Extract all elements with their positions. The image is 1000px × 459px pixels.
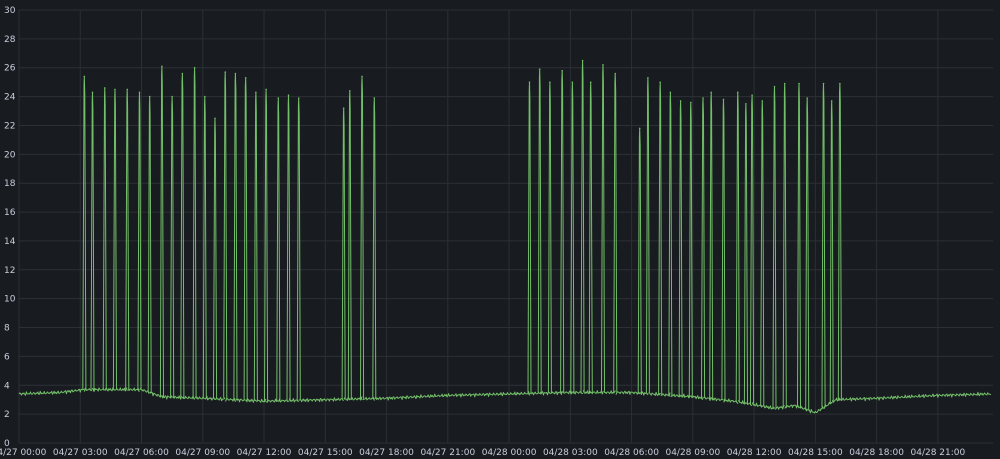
x-tick-label: 04/28 00:00 <box>482 448 537 458</box>
spike-peak-point <box>171 95 173 98</box>
y-tick-label: 6 <box>4 352 10 362</box>
spike-peak-point <box>193 66 196 69</box>
spike-peak-point <box>702 97 704 99</box>
x-tick-label: 04/28 09:00 <box>665 448 720 458</box>
spike-peak-point <box>161 65 163 68</box>
spike-peak-point <box>234 72 237 75</box>
y-tick-label: 30 <box>4 6 16 16</box>
spike-peak-point <box>745 103 747 105</box>
x-tick-label: 04/27 09:00 <box>175 448 230 458</box>
spike-peak-point <box>361 75 363 78</box>
spike-peak-point <box>773 85 776 88</box>
y-tick-label: 0 <box>4 439 10 449</box>
y-tick-label: 12 <box>4 266 15 276</box>
spike-peak-point <box>244 77 247 79</box>
x-tick-label: 04/28 15:00 <box>788 448 843 458</box>
x-tick-label: 04/27 12:00 <box>237 448 292 458</box>
y-tick-label: 4 <box>4 381 10 391</box>
spike-peak-point <box>822 82 825 85</box>
grid <box>18 9 993 444</box>
series-line <box>18 60 992 414</box>
spike-peak-point <box>689 101 692 104</box>
spike-peak-point <box>783 82 786 85</box>
spike-peak-point <box>265 88 267 91</box>
x-tick-label: 04/28 03:00 <box>543 448 598 458</box>
spike-peak-point <box>710 91 713 94</box>
x-tick-label: 04/27 18:00 <box>359 448 414 458</box>
spike-peak-point <box>571 81 574 83</box>
spike-peak-point <box>255 91 257 94</box>
spike-peak-point <box>602 64 604 66</box>
spike-peak-point <box>589 81 592 83</box>
spike-peak-point <box>581 59 584 62</box>
spike-peak-point <box>806 97 808 99</box>
x-tick-label: 04/27 06:00 <box>114 448 169 458</box>
spike-peak-point <box>373 97 376 99</box>
x-tick-label: 04/27 03:00 <box>53 448 108 458</box>
x-tick-label: 04/27 21:00 <box>420 448 475 458</box>
spike-peak-point <box>83 75 86 78</box>
spike-peak-point <box>138 91 141 94</box>
x-tick-label: 04/28 18:00 <box>849 448 904 458</box>
y-tick-label: 28 <box>4 35 16 45</box>
x-axis: 04/27 00:00 04/27 03:00 04/27 06:00 04/27 0… <box>0 448 966 458</box>
spike-peak-point <box>348 90 351 92</box>
spike-peak-point <box>214 117 216 120</box>
y-tick-label: 14 <box>4 237 16 247</box>
spike-peak-point <box>736 91 739 94</box>
spike-peak-point <box>287 94 290 96</box>
y-tick-label: 18 <box>4 179 16 189</box>
y-tick-label: 10 <box>4 295 16 305</box>
spike-peak-point <box>342 107 345 109</box>
spike-peak-point <box>839 82 841 85</box>
spike-peak-point <box>538 68 541 70</box>
spike-peak-point <box>722 98 725 101</box>
spike-peak-point <box>91 91 94 94</box>
y-tick-label: 2 <box>4 410 10 420</box>
y-tick-label: 26 <box>4 64 16 74</box>
spike-peak-point <box>126 88 129 91</box>
spike-peak-point <box>647 77 649 79</box>
spike-peak-point <box>830 100 833 102</box>
y-tick-label: 22 <box>4 121 15 131</box>
spike-peak-point <box>561 69 563 72</box>
x-tick-label: 04/27 00:00 <box>0 448 47 458</box>
spike-peak-point <box>669 91 672 94</box>
spike-peak-point <box>148 95 151 98</box>
x-tick-label: 04/28 21:00 <box>911 448 966 458</box>
spike-peak-point <box>761 100 764 102</box>
spike-peak-point <box>528 81 531 83</box>
y-tick-label: 24 <box>4 93 16 103</box>
spike-peak-point <box>181 72 184 75</box>
spike-peak-point <box>103 87 106 89</box>
spike-peak-point <box>638 127 641 130</box>
spike-peak-point <box>798 82 800 85</box>
spike-peak-point <box>204 95 206 98</box>
y-tick-label: 8 <box>4 324 10 334</box>
x-tick-label: 04/28 12:00 <box>727 448 782 458</box>
y-tick-label: 16 <box>4 208 16 218</box>
spike-peak-point <box>277 97 280 99</box>
spike-peak-point <box>659 81 661 83</box>
spike-peak-point <box>297 97 300 99</box>
spike-peak-point <box>549 81 551 83</box>
spike-peak-point <box>614 72 617 75</box>
spike-peak-point <box>114 88 116 91</box>
y-tick-label: 20 <box>4 150 16 160</box>
x-tick-label: 04/27 15:00 <box>298 448 353 458</box>
spike-peak-point <box>751 94 753 96</box>
x-tick-label: 04/28 06:00 <box>604 448 659 458</box>
spike-peak-point <box>224 71 227 73</box>
spike-peak-point <box>679 100 682 102</box>
series-layer <box>18 59 992 414</box>
